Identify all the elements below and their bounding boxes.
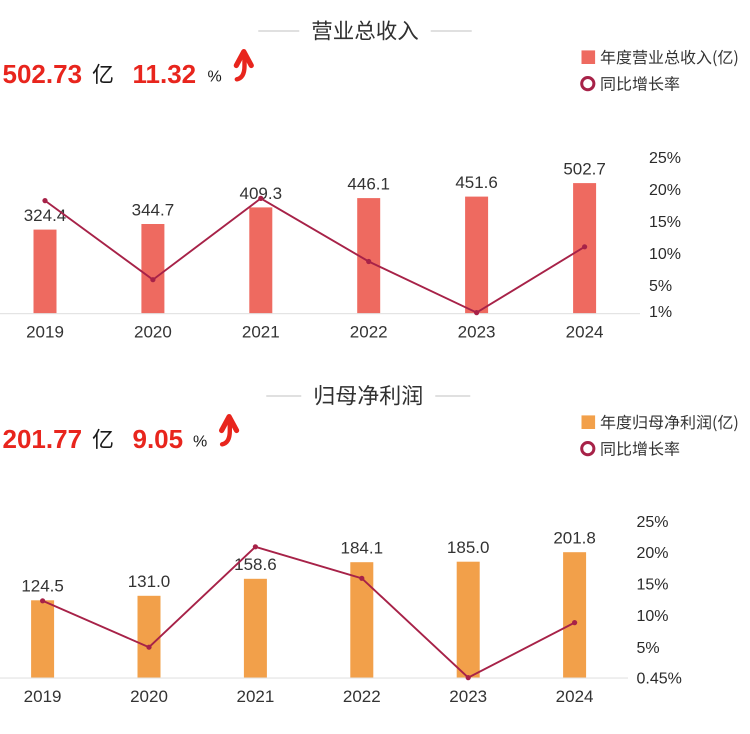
svg-text:158.6: 158.6	[234, 555, 277, 574]
svg-text:5%: 5%	[637, 640, 660, 657]
svg-text:2019: 2019	[24, 687, 62, 706]
svg-text:5%: 5%	[649, 278, 672, 295]
svg-text:20%: 20%	[637, 545, 669, 562]
svg-text:%: %	[193, 434, 207, 451]
svg-text:25%: 25%	[649, 150, 681, 167]
svg-text:11.32: 11.32	[133, 59, 197, 89]
svg-text:2023: 2023	[458, 322, 496, 341]
svg-text:10%: 10%	[637, 608, 669, 625]
svg-text:2022: 2022	[350, 322, 388, 341]
svg-text:1%: 1%	[649, 304, 672, 321]
svg-text:0.45%: 0.45%	[637, 671, 682, 688]
svg-text:2021: 2021	[236, 687, 274, 706]
svg-text:25%: 25%	[637, 514, 669, 531]
svg-text:446.1: 446.1	[347, 175, 390, 194]
svg-text:2022: 2022	[343, 687, 381, 706]
svg-text:185.0: 185.0	[447, 538, 490, 557]
svg-text:15%: 15%	[649, 214, 681, 231]
svg-text:2024: 2024	[566, 322, 604, 341]
svg-text:2024: 2024	[556, 687, 594, 706]
svg-text:2019: 2019	[26, 322, 64, 341]
svg-text:201.77: 201.77	[3, 424, 83, 454]
svg-text:131.0: 131.0	[128, 572, 171, 591]
svg-text:15%: 15%	[637, 577, 669, 594]
svg-text:2021: 2021	[242, 322, 280, 341]
svg-text:%: %	[208, 69, 222, 86]
svg-text:502.73: 502.73	[3, 59, 83, 89]
svg-text:2023: 2023	[449, 687, 487, 706]
svg-text:451.6: 451.6	[455, 173, 498, 192]
svg-text:201.8: 201.8	[553, 529, 596, 548]
svg-text:10%: 10%	[649, 246, 681, 263]
svg-text:344.7: 344.7	[132, 200, 175, 219]
svg-text:20%: 20%	[649, 182, 681, 199]
svg-text:409.3: 409.3	[240, 184, 283, 203]
svg-text:2020: 2020	[130, 687, 168, 706]
svg-text:184.1: 184.1	[341, 539, 384, 558]
svg-text:324.4: 324.4	[24, 206, 67, 225]
svg-text:124.5: 124.5	[21, 577, 64, 596]
svg-text:9.05: 9.05	[133, 424, 184, 454]
svg-text:2020: 2020	[134, 322, 172, 341]
svg-text:502.7: 502.7	[563, 160, 606, 179]
